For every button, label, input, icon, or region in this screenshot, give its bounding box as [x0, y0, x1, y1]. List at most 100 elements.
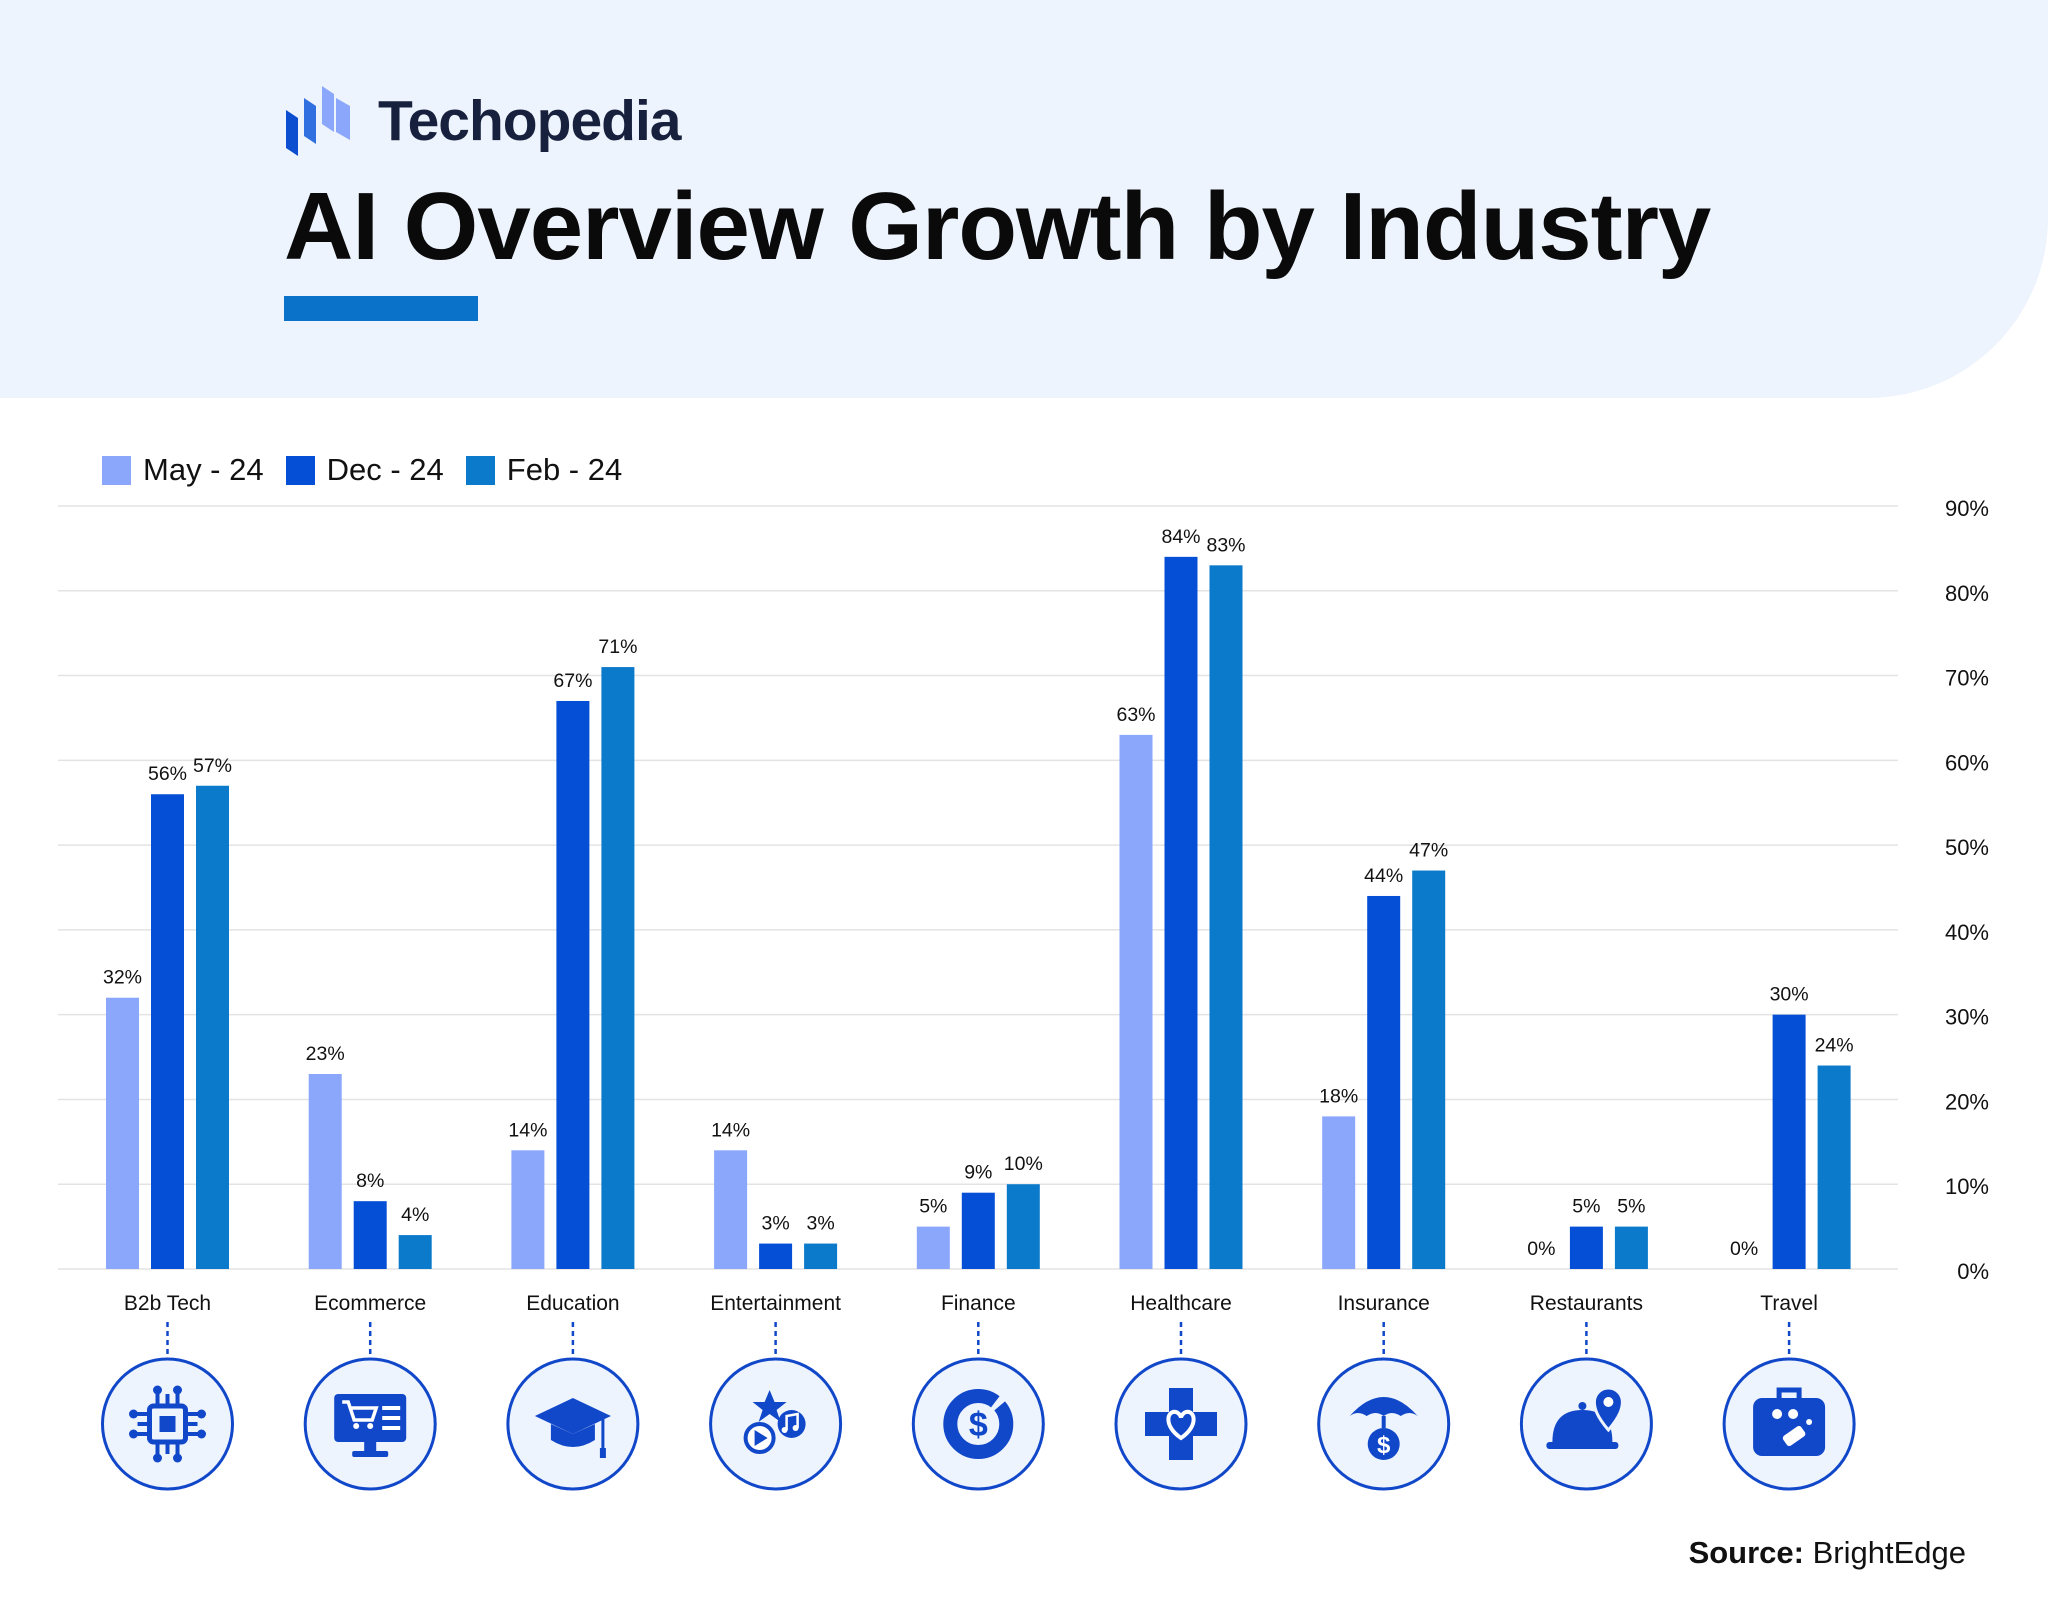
title-underline — [284, 296, 478, 321]
bar — [1322, 1116, 1356, 1269]
computer-cart-icon — [303, 1357, 437, 1491]
data-label: 0% — [1527, 1238, 1555, 1260]
category-label: Entertainment — [710, 1292, 841, 1315]
category-label: Restaurants — [1530, 1292, 1643, 1315]
legend-item-may: May - 24 — [102, 452, 264, 488]
legend-swatch-feb — [465, 455, 495, 485]
data-label: 24% — [1815, 1035, 1854, 1057]
bar — [714, 1150, 748, 1269]
y-tick-label: 50% — [1945, 835, 1989, 860]
data-label: 5% — [1617, 1196, 1645, 1218]
source-name: BrightEdge — [1812, 1535, 1966, 1570]
brand: Techopedia — [284, 84, 681, 158]
y-tick-label: 0% — [1957, 1259, 1989, 1284]
data-label: 5% — [919, 1196, 947, 1218]
bar — [916, 1226, 950, 1269]
bar — [511, 1150, 545, 1269]
bar — [196, 785, 229, 1269]
data-label: 83% — [1206, 534, 1245, 556]
bar — [151, 794, 184, 1269]
bar — [1006, 1184, 1040, 1269]
bar — [398, 1235, 432, 1269]
data-label: 56% — [148, 763, 187, 785]
source-note: Source: BrightEdge — [1689, 1535, 1966, 1571]
header-band — [0, 0, 2048, 398]
entertainment-icon — [709, 1357, 843, 1491]
data-label: 67% — [553, 670, 592, 692]
category-label: Finance — [941, 1292, 1016, 1315]
bar — [1209, 565, 1243, 1269]
data-label: 32% — [103, 967, 142, 989]
brand-name: Techopedia — [378, 89, 681, 153]
category-label: Travel — [1760, 1292, 1818, 1315]
data-label: 57% — [193, 755, 232, 777]
legend-label-feb: Feb - 24 — [506, 452, 623, 487]
data-label: 18% — [1319, 1085, 1358, 1107]
y-tick-label: 80% — [1945, 581, 1989, 606]
page-title: AI Overview Growth by Industry — [284, 173, 1711, 280]
data-label: 71% — [598, 636, 637, 658]
source-label: Source: — [1688, 1535, 1804, 1570]
graduation-cap-icon — [506, 1357, 640, 1491]
data-label: 63% — [1116, 704, 1155, 726]
y-tick-label: 40% — [1945, 920, 1989, 945]
medical-cross-heart-icon — [1114, 1357, 1248, 1491]
chip-icon — [101, 1357, 234, 1491]
y-tick-label: 10% — [1945, 1174, 1989, 1199]
data-label: 44% — [1364, 865, 1403, 887]
bar — [601, 667, 635, 1269]
category-label: B2b Tech — [124, 1292, 211, 1315]
data-label: 5% — [1572, 1196, 1600, 1218]
data-label: 3% — [807, 1213, 835, 1235]
bar — [1367, 895, 1401, 1269]
techopedia-logo-icon — [286, 86, 350, 156]
data-label: 3% — [762, 1213, 790, 1235]
bar — [106, 997, 139, 1269]
legend-swatch-may — [102, 455, 131, 485]
legend-label-may: May - 24 — [143, 452, 264, 487]
data-label: 9% — [964, 1162, 992, 1184]
data-label: 84% — [1161, 526, 1200, 548]
legend-label-dec: Dec - 24 — [326, 452, 444, 487]
bar — [1119, 734, 1153, 1269]
cloche-location-icon — [1519, 1357, 1653, 1491]
data-label: 14% — [711, 1119, 750, 1141]
dollar-chart-icon: $ — [911, 1357, 1045, 1491]
bar — [1569, 1226, 1603, 1269]
data-label: 47% — [1409, 840, 1448, 862]
bar — [1412, 870, 1446, 1269]
bar — [308, 1074, 342, 1269]
data-label: 4% — [401, 1204, 429, 1226]
svg-text:$: $ — [969, 1406, 988, 1444]
suitcase-icon — [1722, 1357, 1856, 1491]
bar — [804, 1243, 838, 1269]
legend-item-feb: Feb - 24 — [465, 452, 623, 488]
data-label: 0% — [1730, 1238, 1758, 1260]
legend-item-dec: Dec - 24 — [285, 452, 444, 488]
bar — [759, 1243, 793, 1269]
category-label: Healthcare — [1130, 1292, 1232, 1315]
bar — [1772, 1014, 1806, 1269]
bar — [556, 700, 590, 1269]
data-label: 14% — [508, 1119, 547, 1141]
y-tick-label: 90% — [1945, 496, 1989, 521]
svg-text:$: $ — [1377, 1432, 1391, 1459]
data-label: 8% — [356, 1170, 384, 1192]
category-label: Education — [526, 1292, 619, 1315]
bar — [1817, 1065, 1851, 1269]
data-label: 10% — [1004, 1153, 1043, 1175]
category-label: Ecommerce — [314, 1292, 426, 1315]
legend-swatch-dec — [285, 455, 315, 485]
y-tick-label: 60% — [1945, 750, 1989, 775]
umbrella-dollar-icon: $ — [1317, 1357, 1451, 1491]
y-tick-label: 20% — [1945, 1089, 1989, 1114]
bar — [961, 1192, 995, 1269]
data-label: 23% — [306, 1043, 345, 1065]
legend: May - 24 Dec - 24 Feb - 24 — [102, 448, 644, 492]
data-label: 30% — [1770, 984, 1809, 1006]
y-tick-label: 30% — [1945, 1005, 1989, 1030]
bar — [1614, 1226, 1648, 1269]
category-label: Insurance — [1338, 1292, 1430, 1315]
bar-chart: 0% 10% 20% 30% 40% 50% 60% 70% 80% 90% 32% 56% 57% B2… — [58, 496, 1989, 1491]
bar — [1164, 556, 1198, 1269]
